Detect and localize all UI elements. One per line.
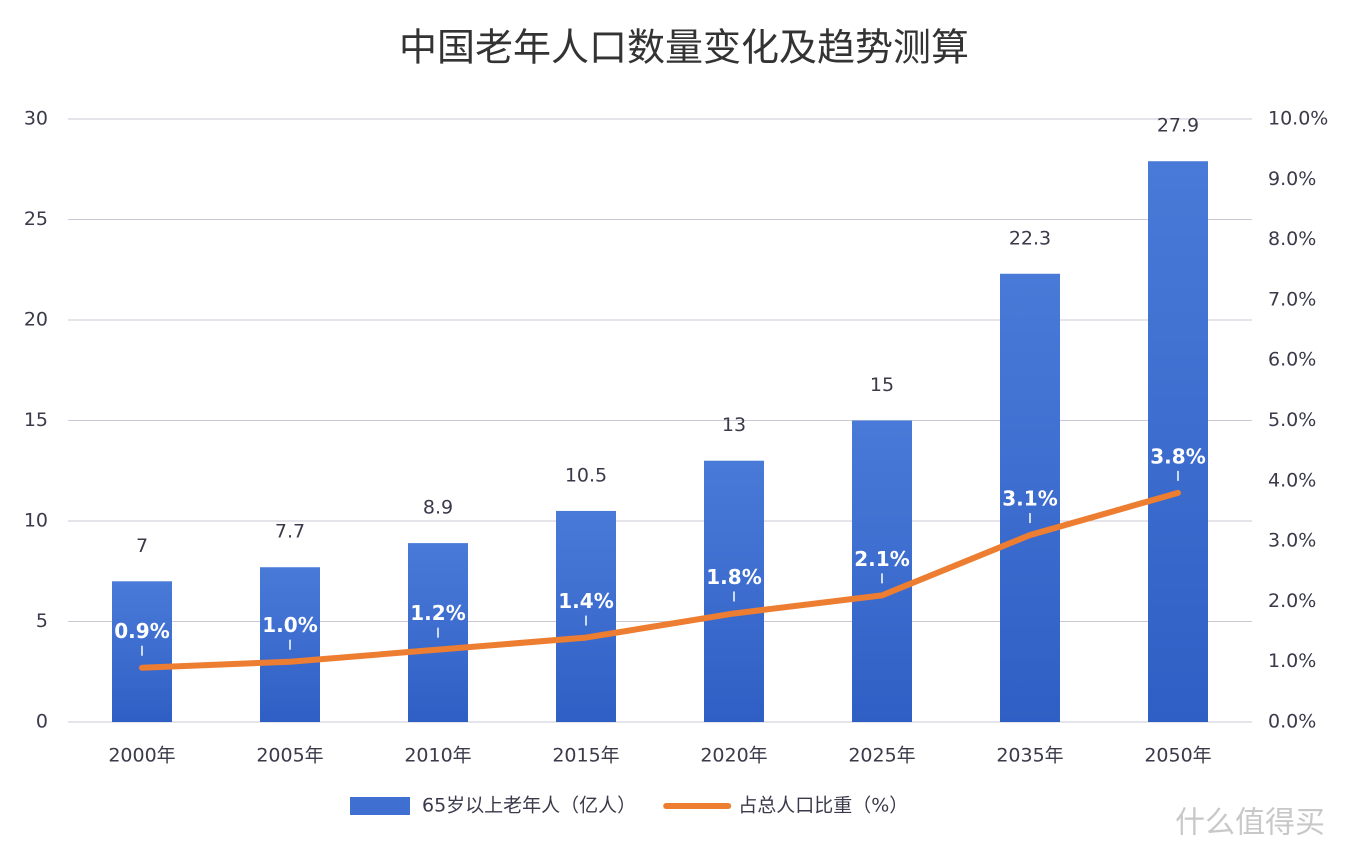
line-value-label: 1.4% xyxy=(558,589,613,613)
line xyxy=(139,489,1181,671)
legend-label: 占总人口比重（%） xyxy=(738,795,908,817)
y-tick-label: 5 xyxy=(36,610,48,632)
y-tick-label: 30 xyxy=(24,108,48,130)
y-tick-label: 15 xyxy=(24,409,48,431)
bar-value-label: 22.3 xyxy=(1009,227,1051,249)
bar xyxy=(1000,273,1060,722)
bar-value-label: 8.9 xyxy=(423,497,453,519)
bar-value-label: 27.9 xyxy=(1157,115,1199,137)
y-tick-label: 0 xyxy=(36,711,48,733)
y2-tick-label: 5.0% xyxy=(1268,409,1316,431)
y2-tick-label: 7.0% xyxy=(1268,288,1316,310)
bar-value-label: 13 xyxy=(722,414,746,436)
line-value-label: 1.8% xyxy=(706,565,761,589)
bar xyxy=(852,420,912,722)
bar xyxy=(1148,161,1208,722)
bar-value-label: 10.5 xyxy=(565,464,607,486)
y2-tick-label: 0.0% xyxy=(1268,711,1316,733)
chart-title: 中国老年人口数量变化及趋势测算 xyxy=(399,26,969,70)
y2-tick-label: 8.0% xyxy=(1268,228,1316,250)
legend-label: 65岁以上老年人（亿人） xyxy=(422,795,636,817)
x-tick-label: 2000年 xyxy=(108,745,175,767)
y2-tick-label: 4.0% xyxy=(1268,469,1316,491)
legend-swatch xyxy=(350,797,410,815)
bar xyxy=(704,460,764,722)
y2-tick-label: 9.0% xyxy=(1268,168,1316,190)
bar-value-label: 7.7 xyxy=(275,521,305,543)
y2-tick-label: 3.0% xyxy=(1268,530,1316,552)
bar-value-label: 7 xyxy=(136,535,148,557)
line-value-label: 1.2% xyxy=(410,601,465,625)
y2-tick-label: 6.0% xyxy=(1268,349,1316,371)
x-tick-label: 2050年 xyxy=(1144,745,1211,767)
line-value-label: 0.9% xyxy=(114,619,169,643)
y2-tick-label: 1.0% xyxy=(1268,650,1316,672)
line-value-label: 2.1% xyxy=(854,547,909,571)
line-value-label: 1.0% xyxy=(262,613,317,637)
x-tick-label: 2010年 xyxy=(404,745,471,767)
line-value-label: 3.8% xyxy=(1150,444,1205,468)
x-tick-label: 2015年 xyxy=(552,745,619,767)
x-tick-label: 2025年 xyxy=(848,745,915,767)
x-tick-label: 2020年 xyxy=(700,745,767,767)
y2-tick-label: 10.0% xyxy=(1268,108,1328,130)
y-tick-label: 25 xyxy=(24,208,48,230)
x-tick-label: 2005年 xyxy=(256,745,323,767)
watermark: 什么值得买 xyxy=(1175,806,1325,841)
x-tick-label: 2035年 xyxy=(996,745,1063,767)
bar-value-label: 15 xyxy=(870,374,894,396)
y2-tick-label: 2.0% xyxy=(1268,590,1316,612)
line-value-label: 3.1% xyxy=(1002,487,1057,511)
y-tick-label: 10 xyxy=(24,510,48,532)
y-tick-label: 20 xyxy=(24,309,48,331)
